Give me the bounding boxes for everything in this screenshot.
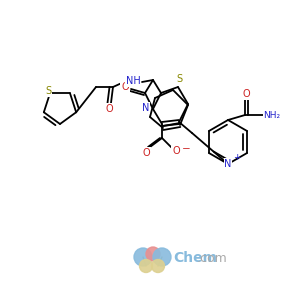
Text: O: O [105,104,113,114]
Text: N: N [142,103,150,113]
Circle shape [146,247,160,261]
Circle shape [153,248,171,266]
Text: NH: NH [126,76,140,86]
Circle shape [140,260,152,272]
Text: NH₂: NH₂ [263,110,280,119]
Text: S: S [176,74,182,84]
Circle shape [152,260,164,272]
Circle shape [134,248,152,266]
Text: .com: .com [197,251,228,265]
Text: S: S [45,86,51,96]
Text: O: O [142,148,150,158]
Text: +: + [233,154,241,163]
Text: N: N [224,159,232,169]
Text: O: O [121,82,129,92]
Text: −: − [182,144,191,154]
Text: O: O [242,89,250,99]
Text: O: O [172,146,180,156]
Text: Chem: Chem [173,251,217,265]
